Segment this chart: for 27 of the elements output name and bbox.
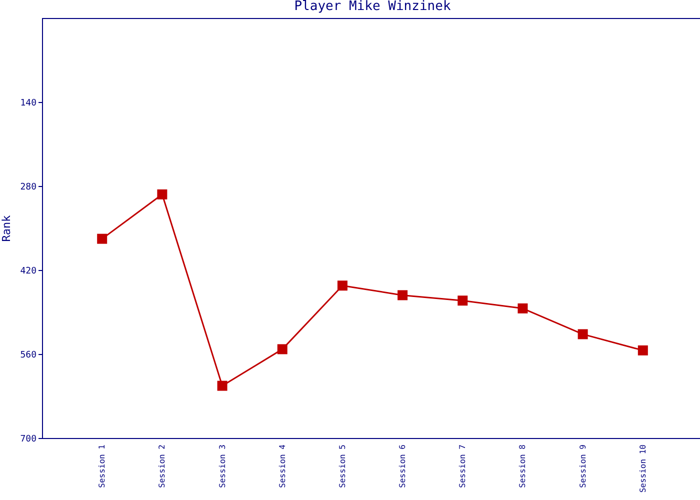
point: [638, 345, 648, 356]
y-tick-label: 420: [20, 266, 36, 276]
point: [518, 303, 528, 314]
point: [157, 189, 168, 200]
y-axis-title: Rank: [0, 214, 14, 242]
chart-title: Player Mike Winzinek: [294, 0, 451, 14]
point: [458, 296, 468, 306]
y-tick-label: 560: [20, 350, 36, 360]
point: [578, 329, 588, 340]
x-tick-label: Session 6: [398, 444, 408, 488]
point: [337, 280, 348, 291]
y-tick-label: 280: [20, 182, 36, 192]
x-tick-label: Session 7: [458, 444, 468, 488]
x-tick-label: Session 3: [218, 444, 227, 488]
x-tick-label: Session 1: [98, 444, 107, 488]
y-tick-label: 700: [20, 434, 36, 444]
point: [97, 234, 108, 244]
point: [277, 344, 288, 354]
x-tick-label: Session 10: [638, 444, 648, 493]
x-tick-label: Session 2: [158, 444, 167, 488]
x-tick-label: Session 5: [338, 444, 347, 488]
x-tick-label: Session 4: [278, 444, 287, 488]
x-tick-label: Session 8: [518, 444, 528, 488]
y-tick-label: 140: [20, 98, 36, 108]
point: [398, 290, 408, 300]
point: [217, 380, 228, 391]
x-tick-label: Session 9: [578, 444, 588, 488]
